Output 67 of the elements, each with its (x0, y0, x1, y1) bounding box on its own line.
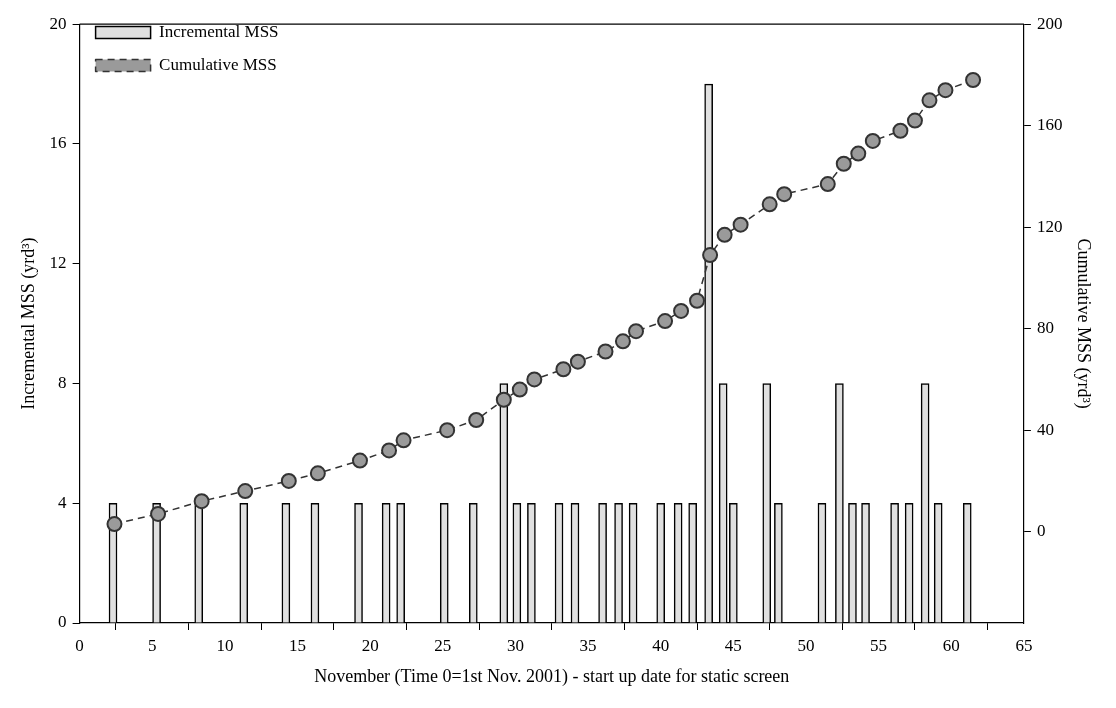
y-axis-title: Incremental MSS (yrd³) (17, 237, 39, 410)
y-tick-label: 0 (58, 612, 67, 632)
point (439, 422, 456, 439)
x-axis-title: November (Time 0=1st Nov. 2001) - start up date for static screen (314, 665, 790, 687)
x-tick-label: 20 (361, 635, 379, 655)
point (351, 452, 368, 469)
point (937, 82, 954, 99)
point (716, 226, 733, 243)
point (569, 353, 586, 370)
point (850, 145, 867, 162)
point (468, 412, 485, 429)
y-tick-label: 8 (58, 372, 67, 392)
point (280, 472, 297, 489)
x-tick-label: 25 (434, 635, 452, 655)
point (526, 371, 543, 388)
point (555, 361, 572, 378)
point (732, 216, 749, 233)
point (495, 391, 512, 408)
point (657, 313, 674, 330)
point (614, 333, 631, 350)
point (106, 516, 123, 533)
x-tick-label: 55 (870, 635, 888, 655)
y-tick-label: 16 (49, 133, 67, 153)
point (835, 155, 852, 172)
x-tick-label: 30 (506, 635, 524, 655)
x-tick-label: 65 (1015, 635, 1033, 655)
point (237, 483, 254, 500)
legend-label: Incremental MSS (159, 21, 279, 41)
y2-tick-label: 80 (1036, 318, 1054, 338)
y2-tick-label: 160 (1036, 115, 1063, 135)
point (776, 186, 793, 203)
point (381, 442, 398, 459)
point (395, 432, 412, 449)
point (150, 505, 167, 522)
point (965, 72, 982, 89)
point (193, 493, 210, 510)
point (819, 176, 836, 193)
point (864, 132, 881, 149)
x-tick-label: 10 (216, 635, 234, 655)
y2-axis-title: Cumulative MSS (yrd³) (1073, 238, 1095, 409)
x-tick-label: 5 (147, 635, 157, 655)
y-tick-label: 12 (49, 253, 67, 273)
x-tick-label: 0 (75, 635, 84, 655)
point (702, 247, 719, 264)
y2-tick-label: 0 (1036, 521, 1046, 541)
y-tick-label: 20 (49, 13, 67, 33)
point (309, 465, 326, 482)
y2-tick-label: 200 (1036, 13, 1063, 33)
point (906, 112, 923, 129)
point (628, 323, 645, 340)
y2-tick-label: 40 (1036, 419, 1054, 439)
point (689, 292, 706, 309)
y2-tick-label: 120 (1036, 216, 1063, 236)
point (921, 92, 938, 109)
x-tick-label: 50 (797, 635, 815, 655)
point (761, 196, 778, 213)
x-tick-label: 35 (579, 635, 597, 655)
point (673, 302, 690, 319)
x-tick-label: 45 (724, 635, 742, 655)
x-tick-label: 15 (289, 635, 307, 655)
point (892, 122, 909, 139)
x-tick-label: 60 (942, 635, 960, 655)
point (597, 343, 614, 360)
legend-label: Cumulative MSS (159, 54, 277, 74)
point (511, 381, 528, 398)
x-tick-label: 40 (652, 635, 670, 655)
y-tick-label: 4 (58, 492, 68, 512)
